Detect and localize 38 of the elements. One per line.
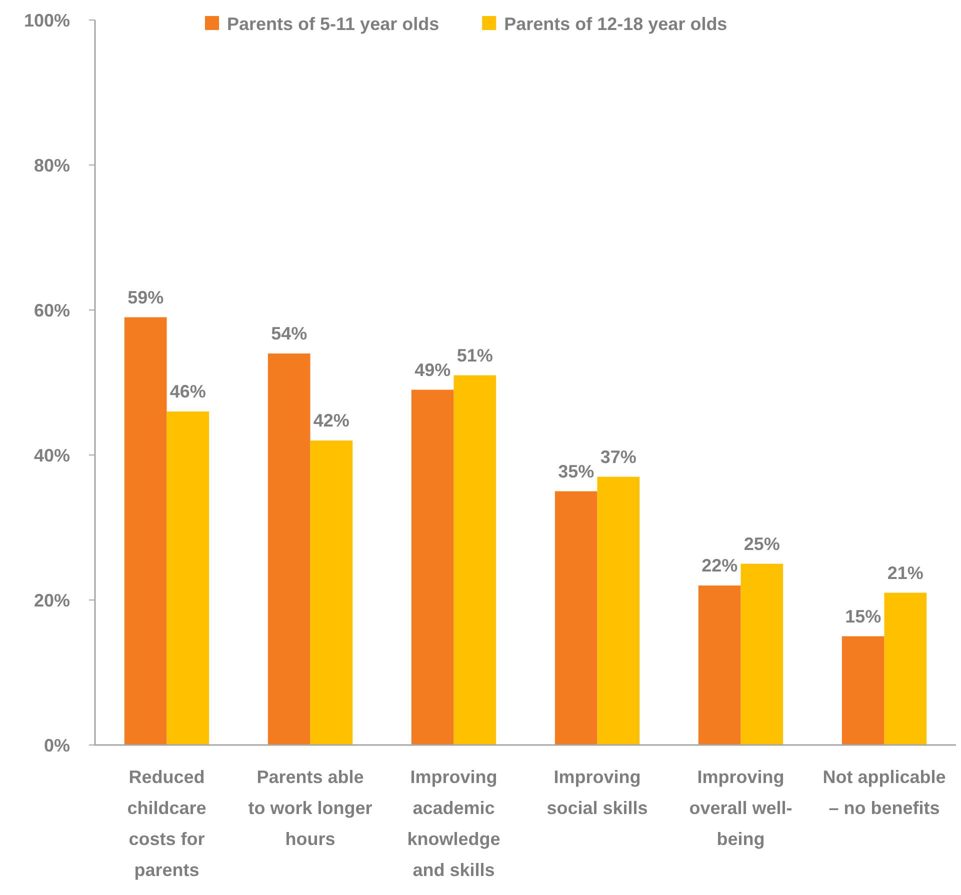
bar: [597, 476, 640, 745]
data-label: 25%: [744, 534, 780, 554]
bar: [884, 592, 927, 745]
data-label: 59%: [128, 287, 164, 308]
data-label: 22%: [702, 556, 738, 576]
y-tick-label: 100%: [24, 10, 70, 30]
y-tick-label: 0%: [44, 735, 70, 756]
bar: [554, 491, 598, 745]
x-tick-label: Not applicable – no benefits: [822, 767, 946, 818]
x-tick-label: Improving academic knowledge and skills: [407, 767, 500, 880]
x-tick-label: Reduced childcare costs for parents: [127, 767, 206, 880]
data-label: 21%: [887, 562, 924, 583]
x-tick-label: Parents able to work longer hours: [248, 767, 372, 849]
bar: [310, 440, 353, 745]
x-tick-label: Improving social skills: [546, 767, 648, 818]
bar: [124, 317, 167, 745]
data-label: 46%: [170, 382, 206, 402]
data-label: 49%: [414, 360, 451, 380]
y-tick-label: 40%: [34, 445, 70, 466]
bar: [411, 390, 454, 745]
data-label: 42%: [313, 410, 350, 430]
data-label: 54%: [271, 324, 308, 344]
legend-label: Parents of 5-11 year olds: [227, 14, 440, 34]
y-tick-label: 20%: [34, 590, 70, 610]
data-label: 35%: [558, 461, 594, 482]
bar: [454, 375, 496, 745]
legend-label: Parents of 12-18 year olds: [504, 14, 728, 34]
data-label: 51%: [456, 345, 493, 366]
data-label: 37%: [600, 446, 636, 467]
y-tick-label: 60%: [34, 300, 70, 320]
bar: [740, 564, 784, 745]
bar: [166, 412, 210, 745]
data-label: 15%: [845, 606, 882, 626]
bar: [842, 636, 884, 745]
bar: [698, 586, 741, 745]
x-tick-label: Improving overall well-being: [689, 767, 792, 849]
y-tick-label: 80%: [34, 155, 70, 176]
bar: [268, 354, 310, 745]
